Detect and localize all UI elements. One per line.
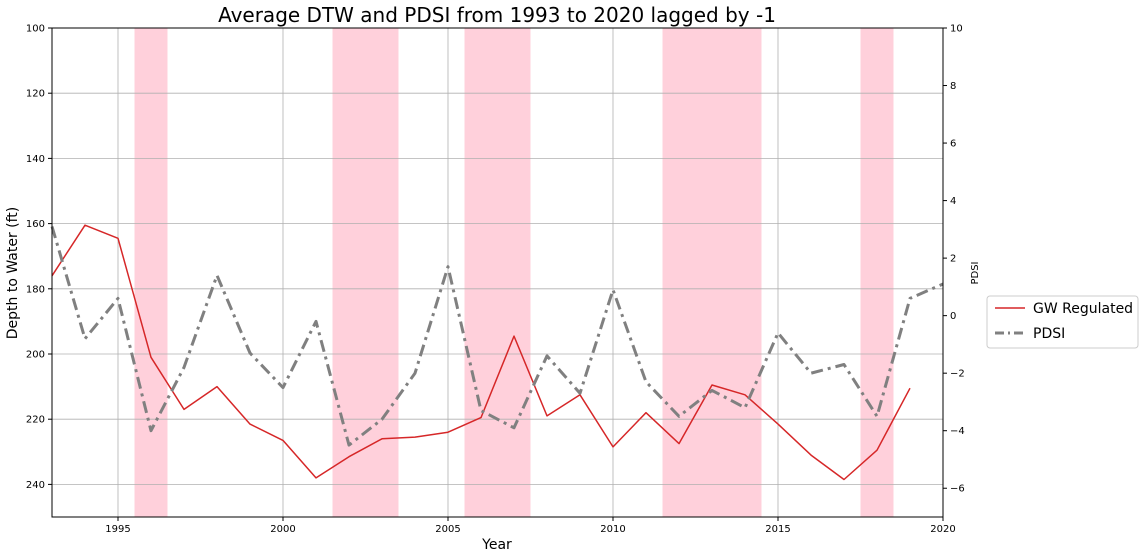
- legend-label-gw-regulated: GW Regulated: [1033, 301, 1133, 317]
- y-left-tick-label-100: 100: [26, 24, 45, 35]
- y-right-axis-label: PDSI: [970, 261, 981, 284]
- y-right-tick-label--4: −4: [950, 426, 965, 437]
- y-right-tick-label-8: 8: [950, 81, 956, 92]
- x-tick-label-2015: 2015: [765, 524, 790, 535]
- y-left-tick-label-220: 220: [26, 415, 45, 426]
- y-right-tick-label-4: 4: [950, 196, 956, 207]
- y-right-tick-label-0: 0: [950, 311, 956, 322]
- y-left-tick-label-120: 120: [26, 89, 45, 100]
- y-right-tick-label-10: 10: [950, 24, 963, 35]
- x-tick-label-2020: 2020: [930, 524, 955, 535]
- drought-band-5: [860, 28, 894, 517]
- chart-title: Average DTW and PDSI from 1993 to 2020 l…: [218, 3, 776, 27]
- x-tick-label-2005: 2005: [435, 524, 460, 535]
- x-tick-label-2010: 2010: [600, 524, 625, 535]
- y-left-tick-label-160: 160: [26, 219, 45, 230]
- drought-band-2: [332, 28, 399, 517]
- y-left-tick-label-240: 240: [26, 480, 45, 491]
- series-line-gw-regulated: [51, 224, 911, 481]
- y-right-tick-label--2: −2: [950, 369, 965, 380]
- tick-marks: 1995 2000 2005 2010 2015 20201001201401601802…: [26, 24, 965, 536]
- y-left-tick-label-140: 140: [26, 154, 45, 165]
- y-right-tick-label--6: −6: [950, 484, 965, 495]
- legend-frame: [986, 295, 1139, 349]
- x-tick-label-2000: 2000: [270, 524, 295, 535]
- drought-bands: [134, 28, 894, 517]
- drought-band-4: [662, 28, 762, 517]
- x-tick-label-1995: 1995: [105, 524, 130, 535]
- drought-band-1: [134, 28, 168, 517]
- series-lines: [50, 224, 944, 481]
- y-left-axis-label: Depth to Water (ft): [5, 207, 21, 340]
- plot-frame: [51, 27, 944, 518]
- series-line-pdsi: [50, 226, 944, 447]
- y-left-tick-label-180: 180: [26, 284, 45, 295]
- drought-band-3: [464, 28, 531, 517]
- y-left-tick-label-200: 200: [26, 350, 45, 361]
- legend: GW Regulated PDSI: [986, 295, 1139, 349]
- x-axis-label: Year: [481, 537, 512, 553]
- y-right-tick-label-6: 6: [950, 139, 956, 150]
- legend-label-pdsi: PDSI: [1033, 326, 1065, 342]
- y-right-tick-label-2: 2: [950, 254, 956, 265]
